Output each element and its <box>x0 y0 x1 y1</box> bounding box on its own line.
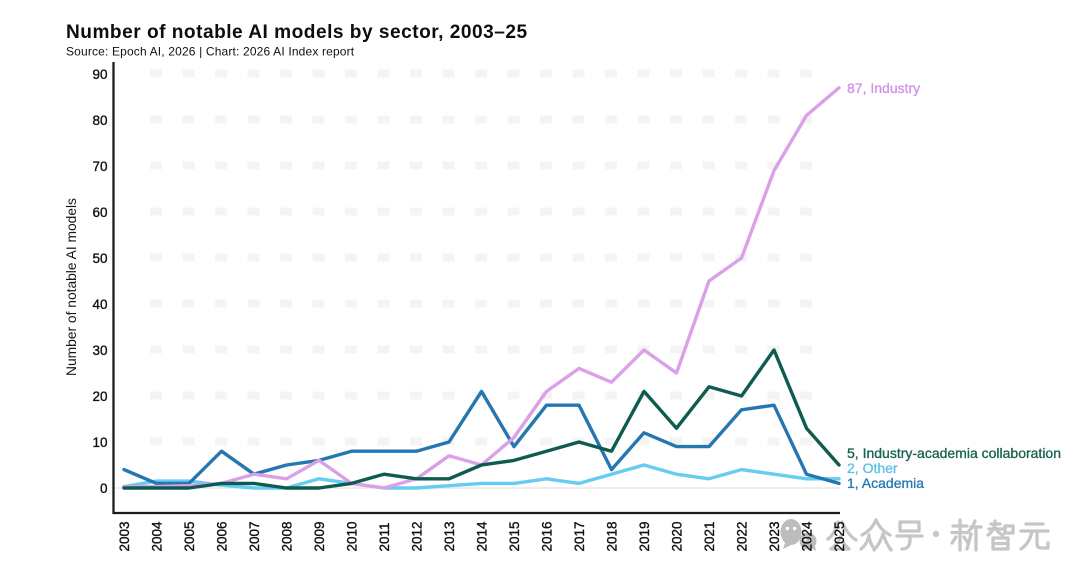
svg-text:0: 0 <box>100 481 108 496</box>
svg-text:87, Industry: 87, Industry <box>847 80 920 96</box>
svg-text:1, Academia: 1, Academia <box>847 475 924 491</box>
svg-text:20: 20 <box>92 389 107 404</box>
svg-text:2020: 2020 <box>669 521 684 551</box>
svg-text:2006: 2006 <box>214 521 229 551</box>
svg-text:40: 40 <box>92 297 107 312</box>
svg-text:Source: Epoch AI, 2026 | Chart: Source: Epoch AI, 2026 | Chart: 2026 AI … <box>66 45 355 59</box>
svg-text:2022: 2022 <box>734 521 749 551</box>
svg-text:2008: 2008 <box>279 521 294 551</box>
svg-text:70: 70 <box>92 159 107 174</box>
svg-text:2005: 2005 <box>182 521 197 551</box>
svg-text:5, Industry-academia collabora: 5, Industry-academia collaboration <box>847 445 1061 461</box>
svg-text:2009: 2009 <box>312 521 327 551</box>
svg-text:2011: 2011 <box>377 522 392 551</box>
svg-text:2015: 2015 <box>507 521 522 551</box>
svg-text:2016: 2016 <box>539 521 554 551</box>
svg-text:2010: 2010 <box>344 521 359 551</box>
svg-text:2025: 2025 <box>832 521 847 551</box>
svg-text:2, Other: 2, Other <box>847 460 898 476</box>
svg-text:30: 30 <box>92 343 107 358</box>
svg-text:2017: 2017 <box>572 521 587 551</box>
svg-text:2018: 2018 <box>604 521 619 551</box>
svg-text:2021: 2021 <box>702 521 717 551</box>
svg-text:90: 90 <box>92 67 107 82</box>
svg-text:Number of notable AI models: Number of notable AI models <box>64 198 79 376</box>
svg-text:2014: 2014 <box>474 521 489 552</box>
svg-text:2023: 2023 <box>767 521 782 551</box>
svg-text:2012: 2012 <box>409 521 424 551</box>
svg-text:2019: 2019 <box>637 521 652 551</box>
svg-text:2004: 2004 <box>149 521 164 552</box>
svg-text:60: 60 <box>92 205 107 220</box>
svg-text:50: 50 <box>92 251 107 266</box>
svg-text:10: 10 <box>92 435 107 450</box>
svg-text:2013: 2013 <box>442 521 457 551</box>
svg-text:2024: 2024 <box>799 521 814 552</box>
svg-text:80: 80 <box>92 113 107 128</box>
svg-text:2003: 2003 <box>117 521 132 551</box>
svg-text:2007: 2007 <box>247 521 262 551</box>
svg-text:Number of notable AI models by: Number of notable AI models by sector, 2… <box>66 22 528 43</box>
